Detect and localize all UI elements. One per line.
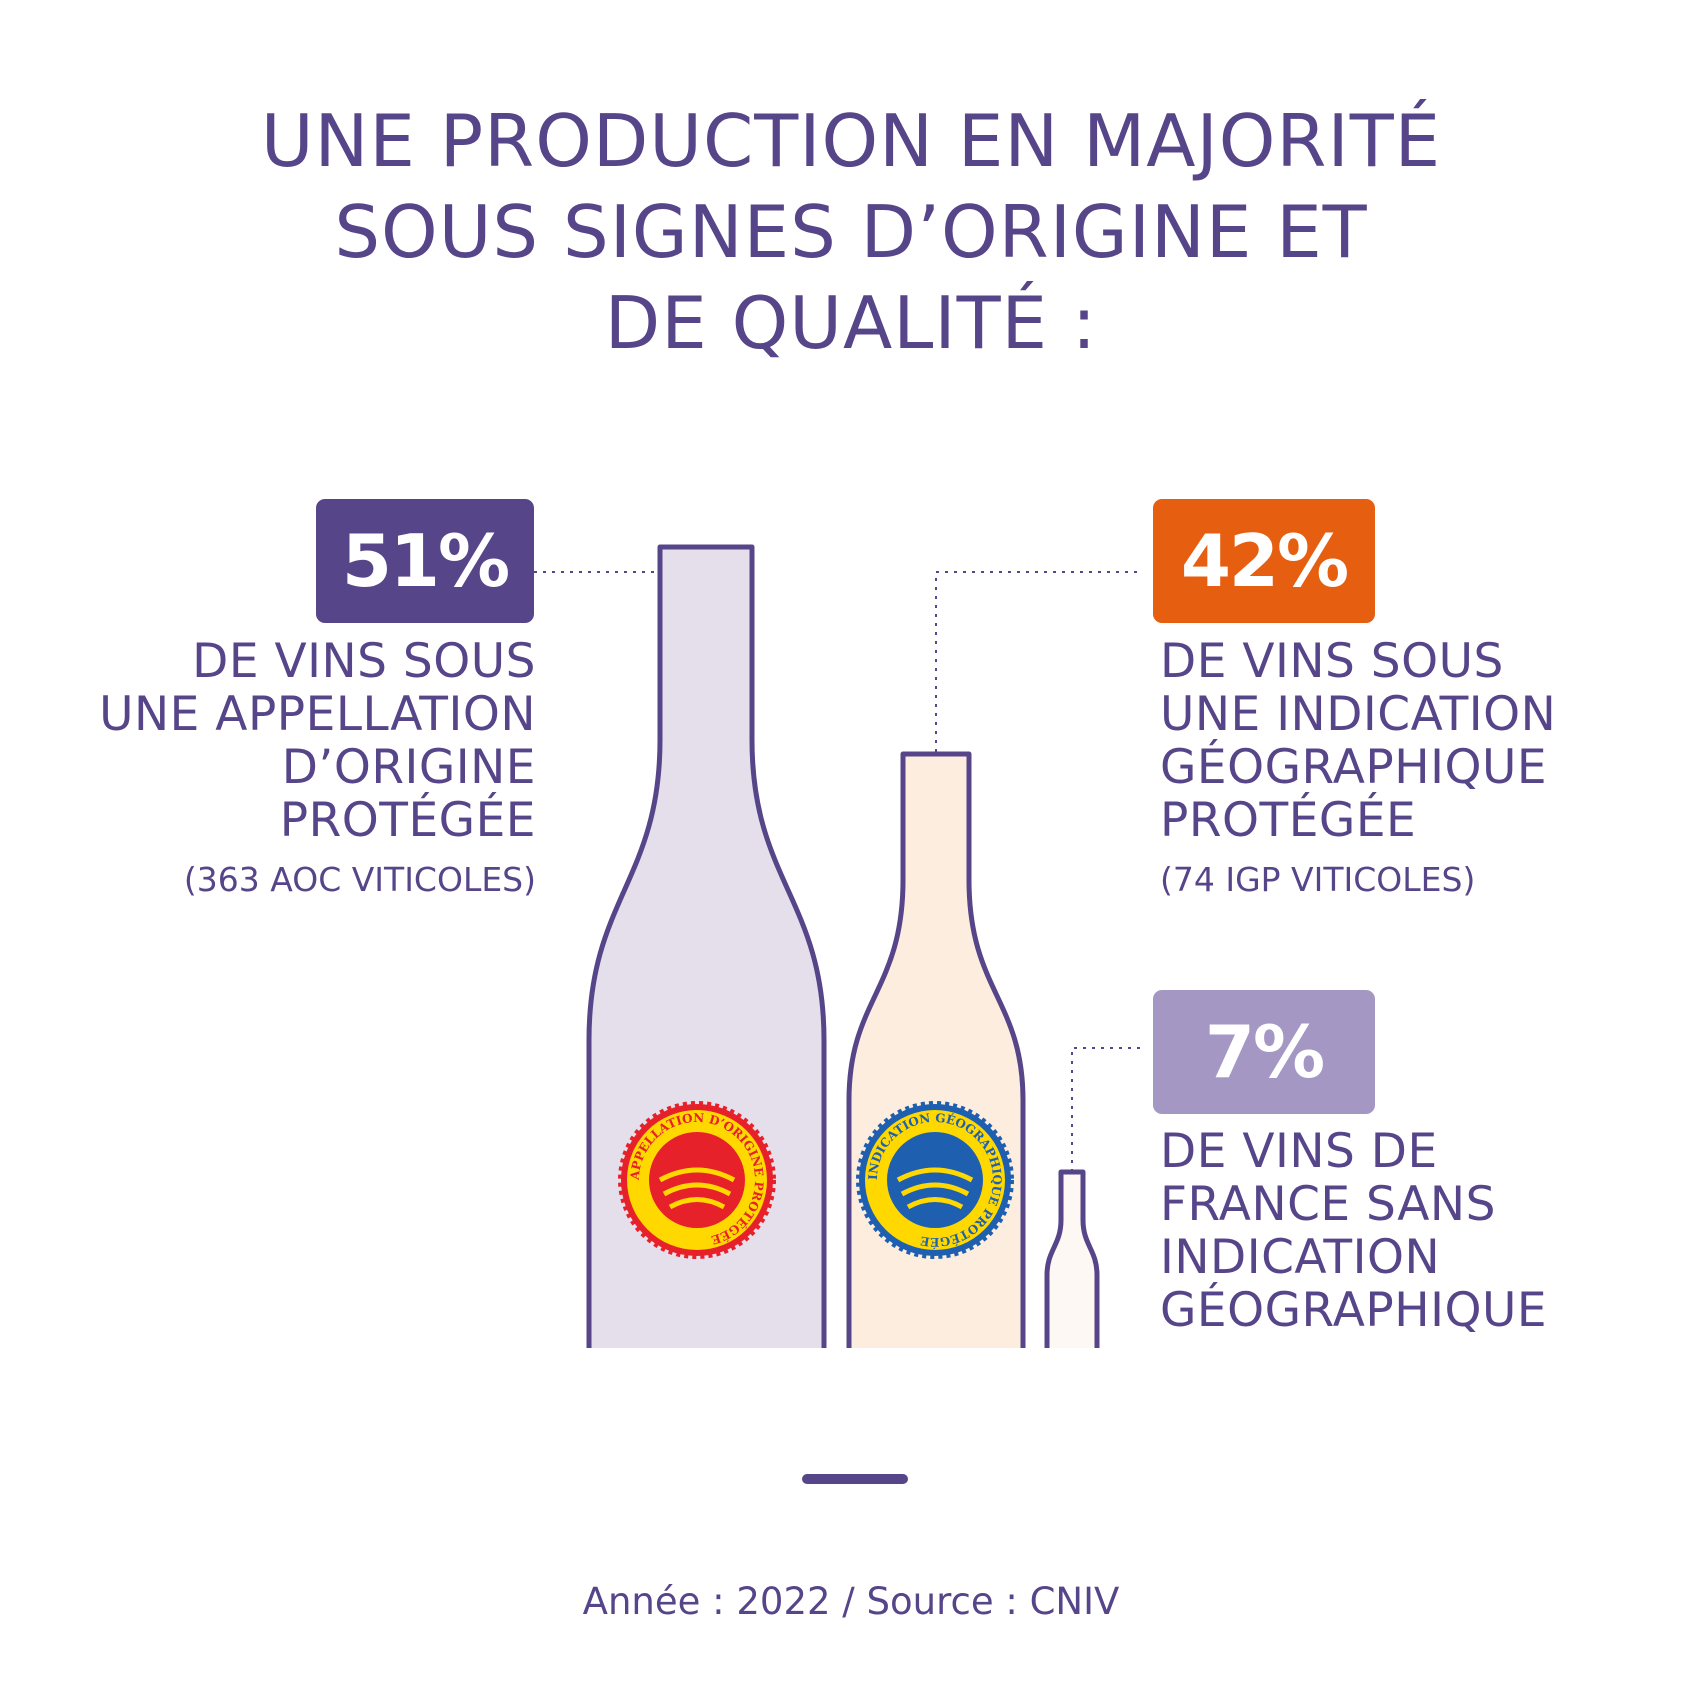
data-label-igp: 42% <box>1153 499 1375 623</box>
description-aop-line-3: D’ORIGINE <box>281 740 536 795</box>
source-footer: Année : 2022 / Source : CNIV <box>582 1580 1120 1623</box>
data-label-vsig: 7% <box>1153 990 1375 1114</box>
divider <box>802 1474 908 1484</box>
description-igp-line-1: DE VINS SOUS <box>1160 634 1504 689</box>
description-aop: DE VINS SOUS UNE APPELLATION D’ORIGINE P… <box>20 635 536 847</box>
description-igp-line-3: GÉOGRAPHIQUE <box>1160 740 1548 795</box>
title-line-2: SOUS SIGNES D’ORIGINE ET <box>334 190 1368 274</box>
description-igp-line-4: PROTÉGÉE <box>1160 793 1417 848</box>
description-vsig-line-4: GÉOGRAPHIQUE <box>1160 1283 1548 1338</box>
description-aop-line-4: PROTÉGÉE <box>279 793 536 848</box>
leader-line-igp <box>935 571 1143 752</box>
aop-seal-icon: APPELLATION D’ORIGINE PROTÉGÉE <box>618 1101 776 1259</box>
description-aop-line-1: DE VINS SOUS <box>192 634 536 689</box>
description-aop-line-2: UNE APPELLATION <box>99 687 536 742</box>
bar-igp <box>846 751 1026 1348</box>
note-aop-text: (363 AOC VITICOLES) <box>183 860 536 899</box>
igp-seal-icon: INDICATION GÉOGRAPHIQUE PROTÉGÉE <box>856 1101 1014 1259</box>
chart-title: UNE PRODUCTION EN MAJORITÉ SOUS SIGNES D… <box>0 96 1702 369</box>
description-vsig-line-3: INDICATION <box>1160 1230 1441 1285</box>
data-label-aop: 51% <box>316 499 534 623</box>
title-line-1: UNE PRODUCTION EN MAJORITÉ <box>260 99 1442 183</box>
bar-vsig <box>1044 1169 1100 1348</box>
description-vsig-line-2: FRANCE SANS <box>1160 1177 1496 1232</box>
description-igp: DE VINS SOUS UNE INDICATION GÉOGRAPHIQUE… <box>1160 635 1680 847</box>
description-vsig-line-1: DE VINS DE <box>1160 1124 1438 1179</box>
note-aop: (363 AOC VITICOLES) <box>183 860 536 900</box>
note-igp: (74 IGP VITICOLES) <box>1160 860 1476 900</box>
leader-line-vsig <box>1071 1047 1143 1172</box>
description-igp-line-2: UNE INDICATION <box>1160 687 1557 742</box>
note-igp-text: (74 IGP VITICOLES) <box>1160 860 1476 899</box>
description-vsig: DE VINS DE FRANCE SANS INDICATION GÉOGRA… <box>1160 1125 1680 1337</box>
title-line-3: DE QUALITÉ : <box>604 281 1098 365</box>
